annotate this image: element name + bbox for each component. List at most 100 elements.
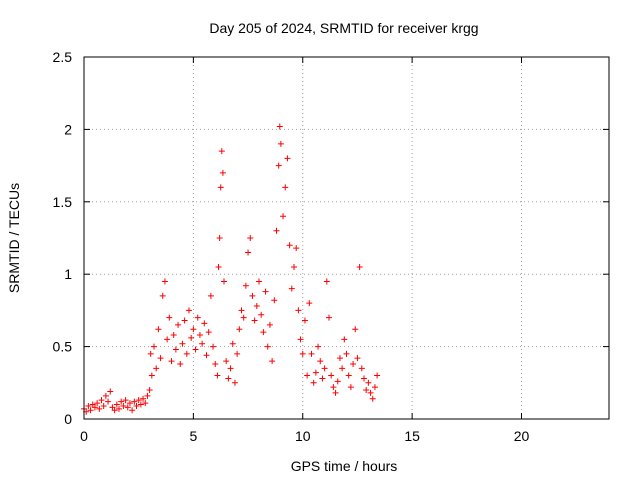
data-point	[271, 297, 278, 304]
x-axis-label: GPS time / hours	[291, 458, 398, 474]
data-point	[354, 355, 361, 362]
data-point	[284, 155, 291, 162]
data-point	[157, 355, 164, 362]
data-point	[310, 379, 317, 386]
data-point	[124, 404, 131, 411]
data-point	[260, 329, 267, 336]
data-point	[276, 123, 283, 130]
data-point	[262, 288, 269, 295]
data-point	[301, 317, 308, 324]
data-point	[277, 140, 284, 147]
data-point	[297, 336, 304, 343]
data-point	[175, 321, 182, 328]
data-point	[304, 372, 311, 379]
data-point	[227, 365, 234, 372]
data-point	[291, 263, 297, 270]
data-point	[135, 397, 142, 404]
data-point	[190, 326, 197, 333]
data-point	[216, 235, 223, 241]
data-point	[118, 398, 125, 405]
y-tick-label: 0.5	[53, 339, 73, 355]
data-point	[288, 285, 295, 292]
data-point	[137, 401, 144, 408]
data-point	[196, 332, 203, 339]
data-point	[159, 292, 166, 299]
data-point	[249, 292, 256, 299]
data-point	[350, 360, 357, 367]
data-point	[181, 317, 188, 324]
y-tick-label: 2.5	[53, 49, 73, 65]
chart-title: Day 205 of 2024, SRMTID for receiver krg…	[209, 20, 478, 36]
y-tick-label: 0	[64, 411, 72, 427]
data-point	[221, 278, 227, 285]
data-point	[242, 282, 249, 289]
data-point	[131, 398, 138, 405]
data-point	[203, 352, 210, 359]
data-point	[147, 350, 154, 357]
data-point	[245, 249, 252, 256]
data-point	[214, 372, 221, 379]
data-point	[334, 378, 341, 385]
data-point	[91, 404, 98, 411]
data-point	[113, 401, 120, 408]
data-point	[194, 314, 201, 321]
x-tick-label: 0	[80, 428, 88, 444]
data-point	[306, 300, 313, 307]
data-point	[315, 343, 322, 350]
data-point	[256, 278, 262, 285]
data-point	[295, 307, 302, 314]
data-point	[339, 365, 346, 372]
data-point	[164, 336, 171, 343]
data-point	[225, 375, 232, 382]
y-tick-label: 1.5	[53, 194, 73, 210]
data-point	[170, 332, 177, 339]
data-point	[369, 395, 376, 402]
data-point	[98, 397, 105, 404]
data-point	[177, 360, 184, 367]
data-point	[122, 397, 129, 404]
data-point	[116, 405, 122, 412]
data-point	[317, 358, 324, 365]
data-point	[286, 242, 293, 249]
data-point	[323, 278, 330, 285]
data-point	[269, 358, 276, 365]
data-point	[140, 395, 147, 402]
data-point	[273, 227, 280, 234]
data-point	[275, 162, 282, 169]
data-point	[210, 343, 217, 350]
data-point	[219, 169, 226, 176]
data-point	[328, 372, 335, 379]
data-point	[223, 358, 230, 365]
data-point	[168, 358, 175, 365]
data-point	[126, 400, 133, 407]
data-point	[319, 375, 326, 382]
data-point	[280, 213, 287, 220]
data-point	[240, 314, 247, 321]
data-point	[129, 407, 136, 414]
plot-frame	[83, 56, 610, 420]
data-point	[144, 392, 151, 399]
data-point	[133, 402, 140, 409]
x-tick-label: 5	[189, 428, 197, 444]
data-point	[151, 343, 157, 350]
data-point	[111, 407, 118, 414]
data-point	[358, 365, 365, 372]
grid-lines	[84, 57, 609, 419]
data-point	[172, 346, 179, 353]
data-point	[186, 307, 192, 314]
data-point	[293, 245, 300, 252]
y-tick-label: 1	[64, 266, 72, 282]
data-point	[347, 384, 354, 391]
data-point	[96, 405, 103, 412]
data-point	[326, 314, 332, 321]
data-point	[330, 384, 337, 391]
axis-ticks: 0 5 10 15 20 0 0.5 1 1.5 2 2.5	[53, 49, 609, 444]
data-point	[345, 372, 352, 379]
data-point	[365, 379, 372, 386]
x-tick-label: 10	[295, 428, 311, 444]
x-tick-label: 15	[404, 428, 420, 444]
data-point	[234, 350, 241, 357]
data-point	[87, 407, 94, 414]
data-point	[231, 379, 238, 386]
